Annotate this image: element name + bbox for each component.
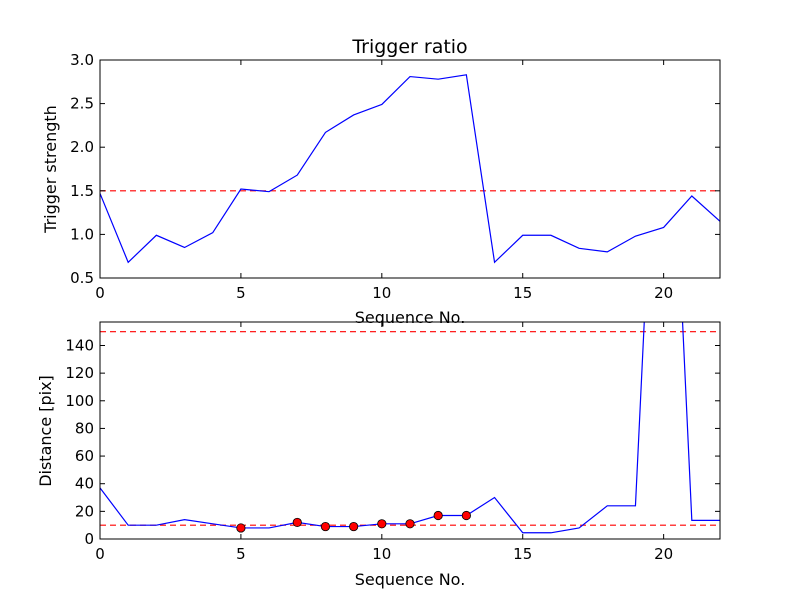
top-plot-area: 0 5 10 15 20 0.5 1.0 1.5 2.0 2.5 3.0 — [70, 51, 721, 302]
bottom-y-tick-label: 140 — [65, 336, 94, 354]
bottom-data-marker — [292, 517, 302, 528]
bottom-data-marker — [236, 523, 246, 533]
top-y-axis-label: Trigger strength — [41, 105, 60, 234]
bottom-x-axis-label: Sequence No. — [355, 570, 466, 589]
bottom-clipped-content — [100, 322, 720, 534]
bottom-series-line-0 — [100, 322, 720, 534]
top-y-tick-label: 0.5 — [70, 269, 94, 287]
top-y-tick-label: 3.0 — [70, 51, 94, 69]
top-x-tick-label: 20 — [654, 284, 673, 302]
bottom-data-marker — [405, 519, 415, 529]
top-y-tick-label: 1.0 — [70, 225, 94, 243]
bottom-x-tick-label: 15 — [513, 545, 532, 563]
top-y-tick-label: 2.0 — [70, 138, 94, 156]
bottom-y-tick-label: 120 — [65, 364, 94, 382]
bottom-data-marker — [433, 510, 443, 521]
bottom-x-tick-label: 20 — [654, 545, 673, 563]
bottom-plot-area: 0 5 10 15 20 0 20 40 60 80 100 120 140 — [65, 321, 721, 563]
bottom-data-marker — [349, 521, 359, 532]
top-x-tick-label: 10 — [372, 284, 391, 302]
bottom-x-tick-label: 5 — [236, 545, 246, 563]
bottom-y-tick-label: 40 — [75, 475, 94, 493]
top-x-tick-label: 5 — [236, 284, 246, 302]
top-x-tick-label: 0 — [95, 284, 105, 302]
bottom-data-marker — [461, 510, 471, 521]
bottom-y-tick-label: 60 — [75, 447, 94, 465]
bottom-x-tick-label: 10 — [372, 545, 391, 563]
top-axes: Trigger ratio 0 5 10 15 20 0.5 1.0 1.5 2.0 2.5 3.0… — [41, 36, 721, 327]
bottom-frame — [99, 321, 721, 540]
bottom-y-axis-label: Distance [pix] — [36, 375, 55, 487]
top-frame — [99, 59, 721, 279]
bottom-data-marker — [377, 519, 387, 529]
bottom-y-tick-label: 20 — [75, 502, 94, 520]
top-x-axis-label: Sequence No. — [355, 308, 466, 327]
top-x-tick-label: 15 — [513, 284, 532, 302]
bottom-y-tick-label: 0 — [84, 530, 94, 548]
bottom-y-tick-label: 80 — [75, 419, 94, 437]
top-y-tick-label: 1.5 — [70, 182, 94, 200]
top-y-tick-label: 2.5 — [70, 95, 94, 113]
bottom-x-tick-label: 0 — [95, 545, 105, 563]
top-series-line-0 — [100, 74, 720, 264]
top-clipped-content — [100, 74, 720, 264]
bottom-y-tick-label: 100 — [65, 392, 94, 410]
bottom-data-marker — [320, 521, 331, 532]
top-chart-title: Trigger ratio — [351, 36, 467, 58]
